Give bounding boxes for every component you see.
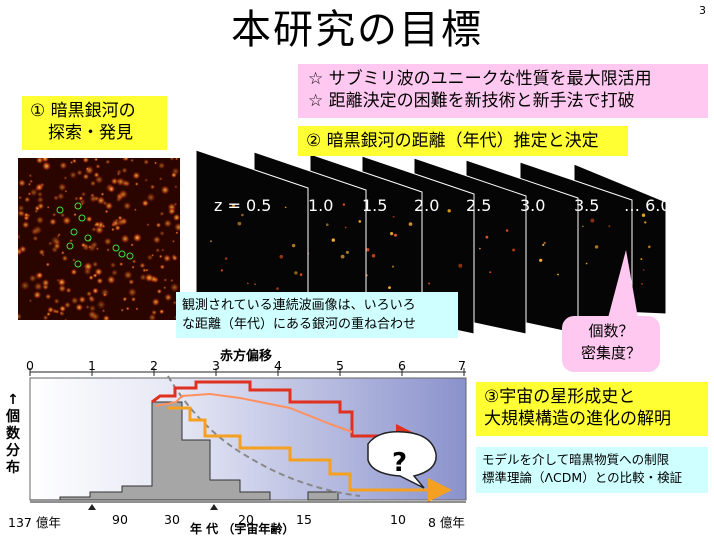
model-line-2: 標準理論（ΛCDM）との比較・検証 <box>482 470 683 485</box>
superposition-line-2: な距離（年代）にある銀河の重ね合わせ <box>182 317 417 332</box>
superposition-line-1: 観測されている連続波画像は、いろいろ <box>182 298 416 313</box>
red-curve <box>151 380 420 448</box>
callout-line-2: 密集度？ <box>580 344 641 362</box>
top-tick-2: 2 <box>150 358 158 373</box>
z-label-7: … 6.0… <box>624 196 687 215</box>
model-box: モデルを介して暗黒物質への制限 標準理論（ΛCDM）との比較・検証 <box>476 447 708 493</box>
top-tick-0: 0 <box>26 358 34 373</box>
model-line-1: モデルを介して暗黒物質への制限 <box>482 452 670 467</box>
count-density-callout: 個数？ 密集度？ <box>562 316 660 372</box>
top-tick-7: 7 <box>458 358 466 373</box>
bottom-tick-3: 20 <box>238 512 254 527</box>
formation-line-2: 大規模構造の進化の解明 <box>484 409 671 429</box>
discovery-box: ① 暗黒銀河の 探索・発見 <box>22 96 167 150</box>
slide-title: 本研究の目標 <box>231 7 483 53</box>
z-label-5: 3.0 <box>520 196 546 215</box>
bottom-axis-title: 年 代 （宇宙年齢） <box>190 522 295 536</box>
z-label-1: 1.0 <box>308 196 334 215</box>
question-bubble <box>367 431 437 489</box>
callout-line-1: 個数？ <box>588 322 634 340</box>
bottom-tick-4: 15 <box>296 512 312 527</box>
z-label-0: z = 0.5 <box>214 196 272 215</box>
bottom-tick-6: 8 億年 <box>428 515 465 530</box>
bottom-tick-0: 137 億年 <box>8 515 61 530</box>
callout-pointer <box>608 250 638 318</box>
z-label-6: 3.5 <box>574 196 600 215</box>
objectives-box: ☆ サブミリ波のユニークな性質を最大限活用 ☆ 距離決定の困難を新技術と新手法で… <box>298 64 708 118</box>
z-label-4: 2.5 <box>466 196 492 215</box>
bottom-tick-2: 30 <box>164 512 180 527</box>
z-label-2: 1.5 <box>362 196 388 215</box>
submm-survey-image <box>18 158 180 320</box>
bottom-tick-5: 10 <box>390 512 406 527</box>
orange-curve <box>168 406 452 502</box>
objective-line-1: ☆ サブミリ波のユニークな性質を最大限活用 <box>308 69 652 89</box>
distance-label: ② 暗黒銀河の距離（年代）推定と決定 <box>306 131 599 151</box>
top-tick-5: 5 <box>336 358 344 373</box>
page-number: 3 <box>699 4 706 17</box>
top-tick-6: 6 <box>398 358 406 373</box>
formation-box: ③宇宙の星形成史と 大規模構造の進化の解明 <box>476 382 708 436</box>
top-tick-1: 1 <box>88 358 96 373</box>
z-label-3: 2.0 <box>414 196 440 215</box>
distance-box: ② 暗黒銀河の距離（年代）推定と決定 <box>298 126 628 156</box>
formation-line-1: ③宇宙の星形成史と <box>484 387 636 407</box>
discovery-line-2: 探索・発見 <box>48 123 133 143</box>
top-tick-4: 4 <box>274 358 282 373</box>
redshift-slice <box>465 159 579 335</box>
top-axis-title: 赤方偏移 <box>220 349 273 364</box>
objective-line-2: ☆ 距離決定の困難を新技術と新手法で打破 <box>308 91 635 111</box>
superposition-note: 観測されている連続波画像は、いろいろ な距離（年代）にある銀河の重ね合わせ <box>176 292 458 338</box>
discovery-line-1: ① 暗黒銀河の <box>30 101 136 121</box>
top-tick-3: 3 <box>212 358 220 373</box>
question-mark: ? <box>392 448 408 478</box>
bottom-tick-1: 90 <box>112 512 128 527</box>
count-histogram <box>30 401 271 501</box>
y-axis-label: ↑個数分布 <box>6 392 20 476</box>
star-formation-chart <box>29 368 467 510</box>
